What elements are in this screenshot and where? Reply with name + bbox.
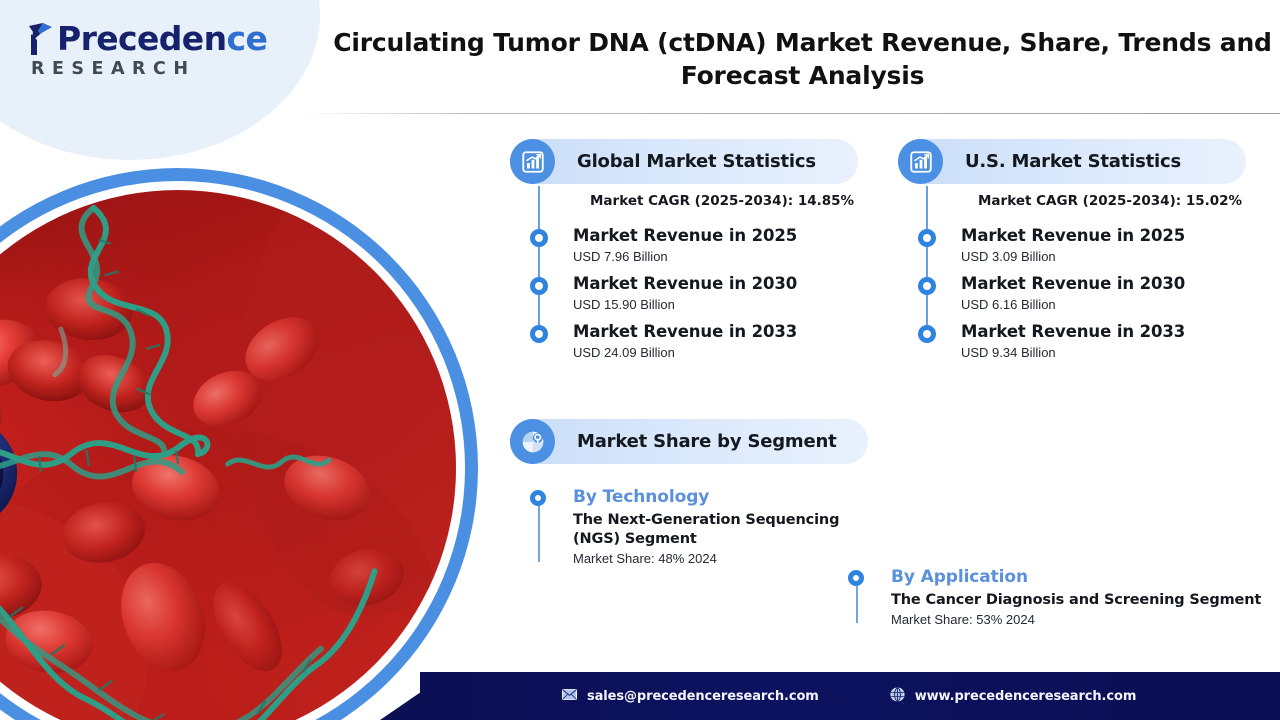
- stat-value: USD 24.09 Billion: [573, 345, 675, 360]
- us-market-stats-list: Market CAGR (2025-2034): 15.02% Market R…: [916, 186, 1256, 360]
- bullet-icon: [530, 229, 548, 247]
- global-market-stats-list: Market CAGR (2025-2034): 14.85% Market R…: [528, 186, 868, 360]
- globe-icon: [889, 686, 915, 707]
- footer-website-text: www.precedenceresearch.com: [914, 688, 1137, 704]
- bullet-icon: [918, 277, 936, 295]
- segment-by-application: By Application The Cancer Diagnosis and …: [846, 566, 1266, 627]
- stat-label: Market Revenue in 2030: [961, 274, 1186, 293]
- stat-value: USD 6.16 Billion: [961, 297, 1056, 312]
- logo-word-accent: ce: [226, 19, 268, 58]
- hero-illustration: [0, 168, 478, 720]
- stat-value: USD 7.96 Billion: [573, 249, 668, 264]
- stat-item: Market Revenue in 2030 USD 6.16 Billion: [916, 273, 1256, 312]
- stat-item: Market Revenue in 2030 USD 15.90 Billion: [528, 273, 868, 312]
- timeline-spine: [856, 586, 858, 623]
- segment-heading: By Technology: [573, 487, 710, 507]
- stat-label: Market Revenue in 2033: [961, 322, 1186, 341]
- stat-value: USD 15.90 Billion: [573, 297, 675, 312]
- logo-wordmark-row: Precedence: [26, 22, 268, 56]
- stat-label: Market Revenue in 2033: [573, 322, 798, 341]
- footer-email[interactable]: sales@precedenceresearch.com: [561, 686, 819, 707]
- bullet-icon: [530, 277, 548, 295]
- segment-by-technology: By Technology The Next-Generation Sequen…: [528, 486, 853, 566]
- stat-item: Market Revenue in 2025 USD 7.96 Billion: [528, 225, 868, 264]
- logo-subtitle: RESEARCH: [31, 59, 196, 79]
- segment-grid: By Technology The Next-Generation Sequen…: [528, 486, 1268, 720]
- stat-label: Market Revenue in 2025: [961, 226, 1186, 245]
- precedence-arrow-logo-icon: [26, 22, 56, 56]
- segment-leader: The Next-Generation Sequencing (NGS) Seg…: [573, 512, 840, 547]
- stat-label: Market Revenue in 2030: [573, 274, 798, 293]
- footer-email-text: sales@precedenceresearch.com: [587, 688, 819, 704]
- global-cagr: Market CAGR (2025-2034): 14.85%: [590, 193, 855, 209]
- stat-label: Market Revenue in 2025: [573, 226, 798, 245]
- stat-item: Market Revenue in 2025 USD 3.09 Billion: [916, 225, 1256, 264]
- bullet-icon: [918, 325, 936, 343]
- us-market-statistics-header: U.S. Market Statistics: [898, 139, 1246, 184]
- us-cagr: Market CAGR (2025-2034): 15.02%: [978, 193, 1243, 209]
- bar-chart-growth-icon: [898, 139, 943, 184]
- global-market-statistics-title: Global Market Statistics: [577, 151, 816, 172]
- stat-value: USD 3.09 Billion: [961, 249, 1056, 264]
- envelope-icon: [561, 686, 587, 707]
- us-market-statistics-title: U.S. Market Statistics: [965, 151, 1181, 172]
- stat-item: Market Revenue in 2033 USD 9.34 Billion: [916, 321, 1256, 360]
- bullet-icon: [918, 229, 936, 247]
- stat-item: Market Revenue in 2033 USD 24.09 Billion: [528, 321, 868, 360]
- segment-leader: The Cancer Diagnosis and Screening Segme…: [891, 592, 1262, 608]
- blood-vessel-dna-illustration-icon: [0, 190, 456, 720]
- page-title: Circulating Tumor DNA (ctDNA) Market Rev…: [333, 28, 1272, 90]
- timeline-spine: [538, 506, 540, 562]
- segment-heading: By Application: [891, 567, 1028, 587]
- bullet-icon: [530, 490, 546, 506]
- timeline-spine: [538, 186, 540, 342]
- segment-share: Market Share: 48% 2024: [573, 551, 717, 566]
- logo-wordmark: Precedence: [57, 19, 268, 58]
- bullet-icon: [530, 325, 548, 343]
- pie-chart-search-icon: [510, 419, 555, 464]
- market-share-by-segment-title: Market Share by Segment: [577, 431, 837, 452]
- bar-chart-growth-icon: [510, 139, 555, 184]
- stat-value: USD 9.34 Billion: [961, 345, 1056, 360]
- logo-word-main: Preceden: [57, 19, 227, 58]
- footer-website[interactable]: www.precedenceresearch.com: [889, 686, 1137, 707]
- title-divider: [300, 113, 1280, 114]
- footer-bar: sales@precedenceresearch.com www.precede…: [420, 672, 1280, 720]
- global-market-statistics-header: Global Market Statistics: [510, 139, 858, 184]
- timeline-spine: [926, 186, 928, 342]
- segment-share: Market Share: 53% 2024: [891, 612, 1035, 627]
- bullet-icon: [848, 570, 864, 586]
- brand-logo[interactable]: Precedence RESEARCH: [26, 22, 268, 79]
- market-share-by-segment-header: Market Share by Segment: [510, 419, 868, 464]
